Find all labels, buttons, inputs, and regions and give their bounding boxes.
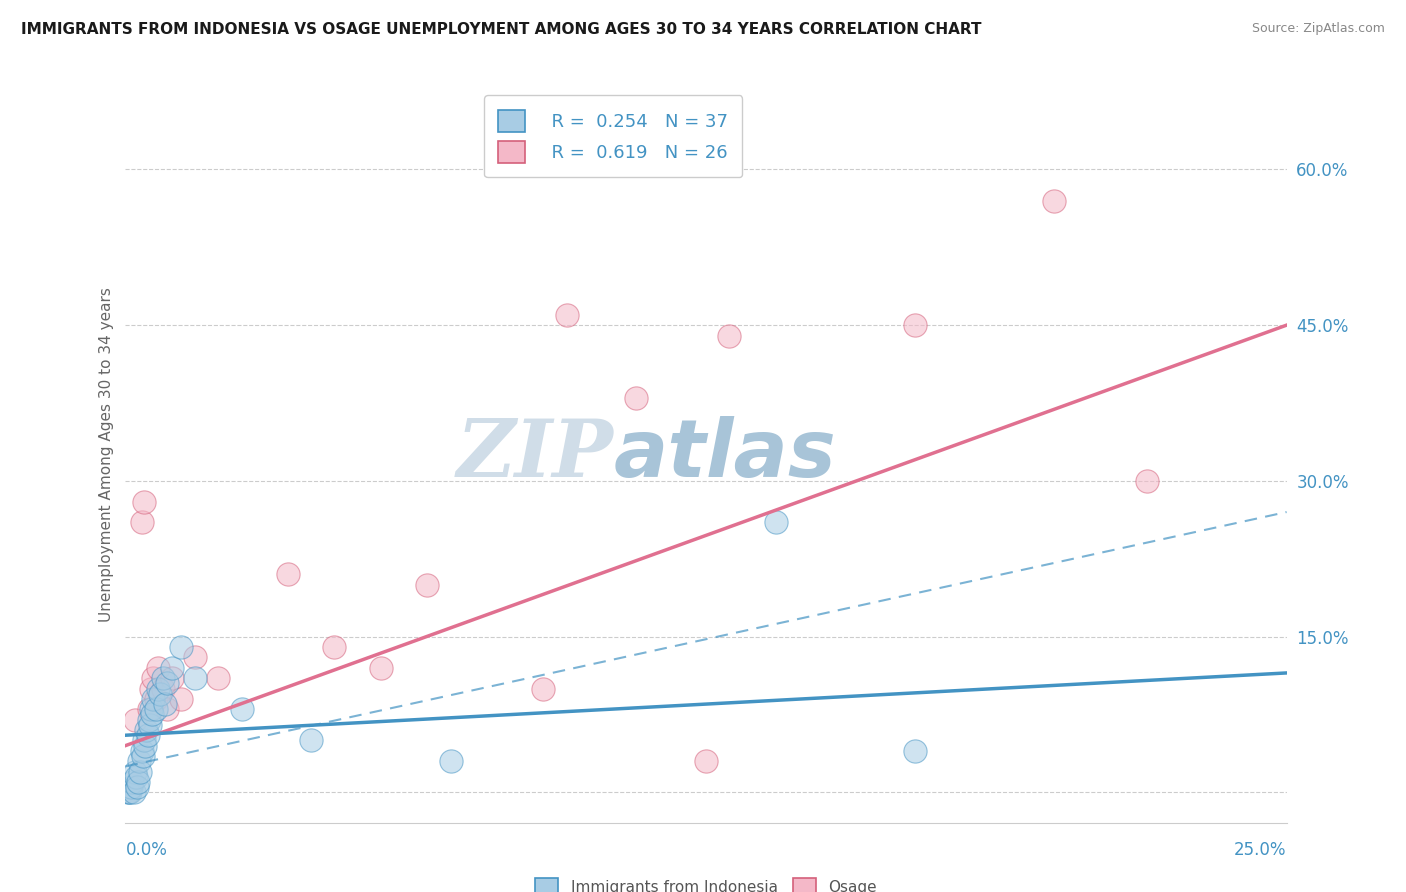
Point bbox=[139, 681, 162, 696]
Point bbox=[695, 754, 717, 768]
Point bbox=[135, 723, 157, 737]
Point bbox=[1136, 474, 1159, 488]
Point bbox=[141, 707, 163, 722]
Point bbox=[131, 744, 153, 758]
Text: 0.0%: 0.0% bbox=[125, 840, 167, 859]
Point bbox=[124, 764, 146, 779]
Point bbox=[152, 681, 174, 696]
Point bbox=[904, 318, 927, 333]
Point bbox=[138, 702, 160, 716]
Point bbox=[416, 577, 439, 591]
Point bbox=[121, 775, 143, 789]
Point bbox=[626, 391, 648, 405]
Point bbox=[125, 780, 148, 794]
Point bbox=[533, 681, 555, 696]
Point bbox=[125, 770, 148, 784]
Point bbox=[136, 728, 159, 742]
Point bbox=[122, 785, 145, 799]
Point bbox=[277, 567, 299, 582]
Point bbox=[152, 671, 174, 685]
Text: atlas: atlas bbox=[613, 416, 837, 494]
Point bbox=[146, 681, 169, 696]
Point bbox=[145, 702, 167, 716]
Point bbox=[138, 713, 160, 727]
Point bbox=[132, 494, 155, 508]
Point bbox=[156, 676, 179, 690]
Point bbox=[124, 713, 146, 727]
Point bbox=[184, 671, 207, 685]
Point bbox=[160, 661, 183, 675]
Point bbox=[323, 640, 346, 654]
Point bbox=[138, 718, 160, 732]
Point bbox=[765, 516, 787, 530]
Point bbox=[231, 702, 253, 716]
Point bbox=[132, 749, 155, 764]
Text: ZIP: ZIP bbox=[457, 417, 613, 493]
Point bbox=[156, 702, 179, 716]
Point bbox=[718, 328, 741, 343]
Text: IMMIGRANTS FROM INDONESIA VS OSAGE UNEMPLOYMENT AMONG AGES 30 TO 34 YEARS CORREL: IMMIGRANTS FROM INDONESIA VS OSAGE UNEMP… bbox=[21, 22, 981, 37]
Point bbox=[439, 754, 461, 768]
Point bbox=[129, 764, 152, 779]
Point bbox=[149, 687, 172, 701]
Point bbox=[1043, 194, 1066, 208]
Point bbox=[904, 744, 927, 758]
Point bbox=[131, 516, 153, 530]
Point bbox=[160, 671, 183, 685]
Point bbox=[299, 733, 322, 747]
Legend: Immigrants from Indonesia, Osage: Immigrants from Indonesia, Osage bbox=[527, 871, 884, 892]
Point bbox=[142, 692, 165, 706]
Point bbox=[555, 308, 578, 322]
Y-axis label: Unemployment Among Ages 30 to 34 years: Unemployment Among Ages 30 to 34 years bbox=[100, 287, 114, 623]
Point bbox=[128, 754, 150, 768]
Point bbox=[153, 697, 176, 711]
Point bbox=[120, 785, 142, 799]
Point bbox=[170, 640, 193, 654]
Point bbox=[184, 650, 207, 665]
Point bbox=[370, 661, 392, 675]
Point bbox=[118, 785, 141, 799]
Point bbox=[139, 702, 162, 716]
Text: 25.0%: 25.0% bbox=[1234, 840, 1286, 859]
Point bbox=[134, 739, 156, 753]
Point bbox=[142, 671, 165, 685]
Point bbox=[146, 661, 169, 675]
Point bbox=[207, 671, 229, 685]
Point bbox=[170, 692, 193, 706]
Point bbox=[117, 785, 139, 799]
Point bbox=[132, 733, 155, 747]
Point bbox=[127, 775, 149, 789]
Text: Source: ZipAtlas.com: Source: ZipAtlas.com bbox=[1251, 22, 1385, 36]
Point bbox=[145, 692, 167, 706]
Point bbox=[120, 780, 142, 794]
